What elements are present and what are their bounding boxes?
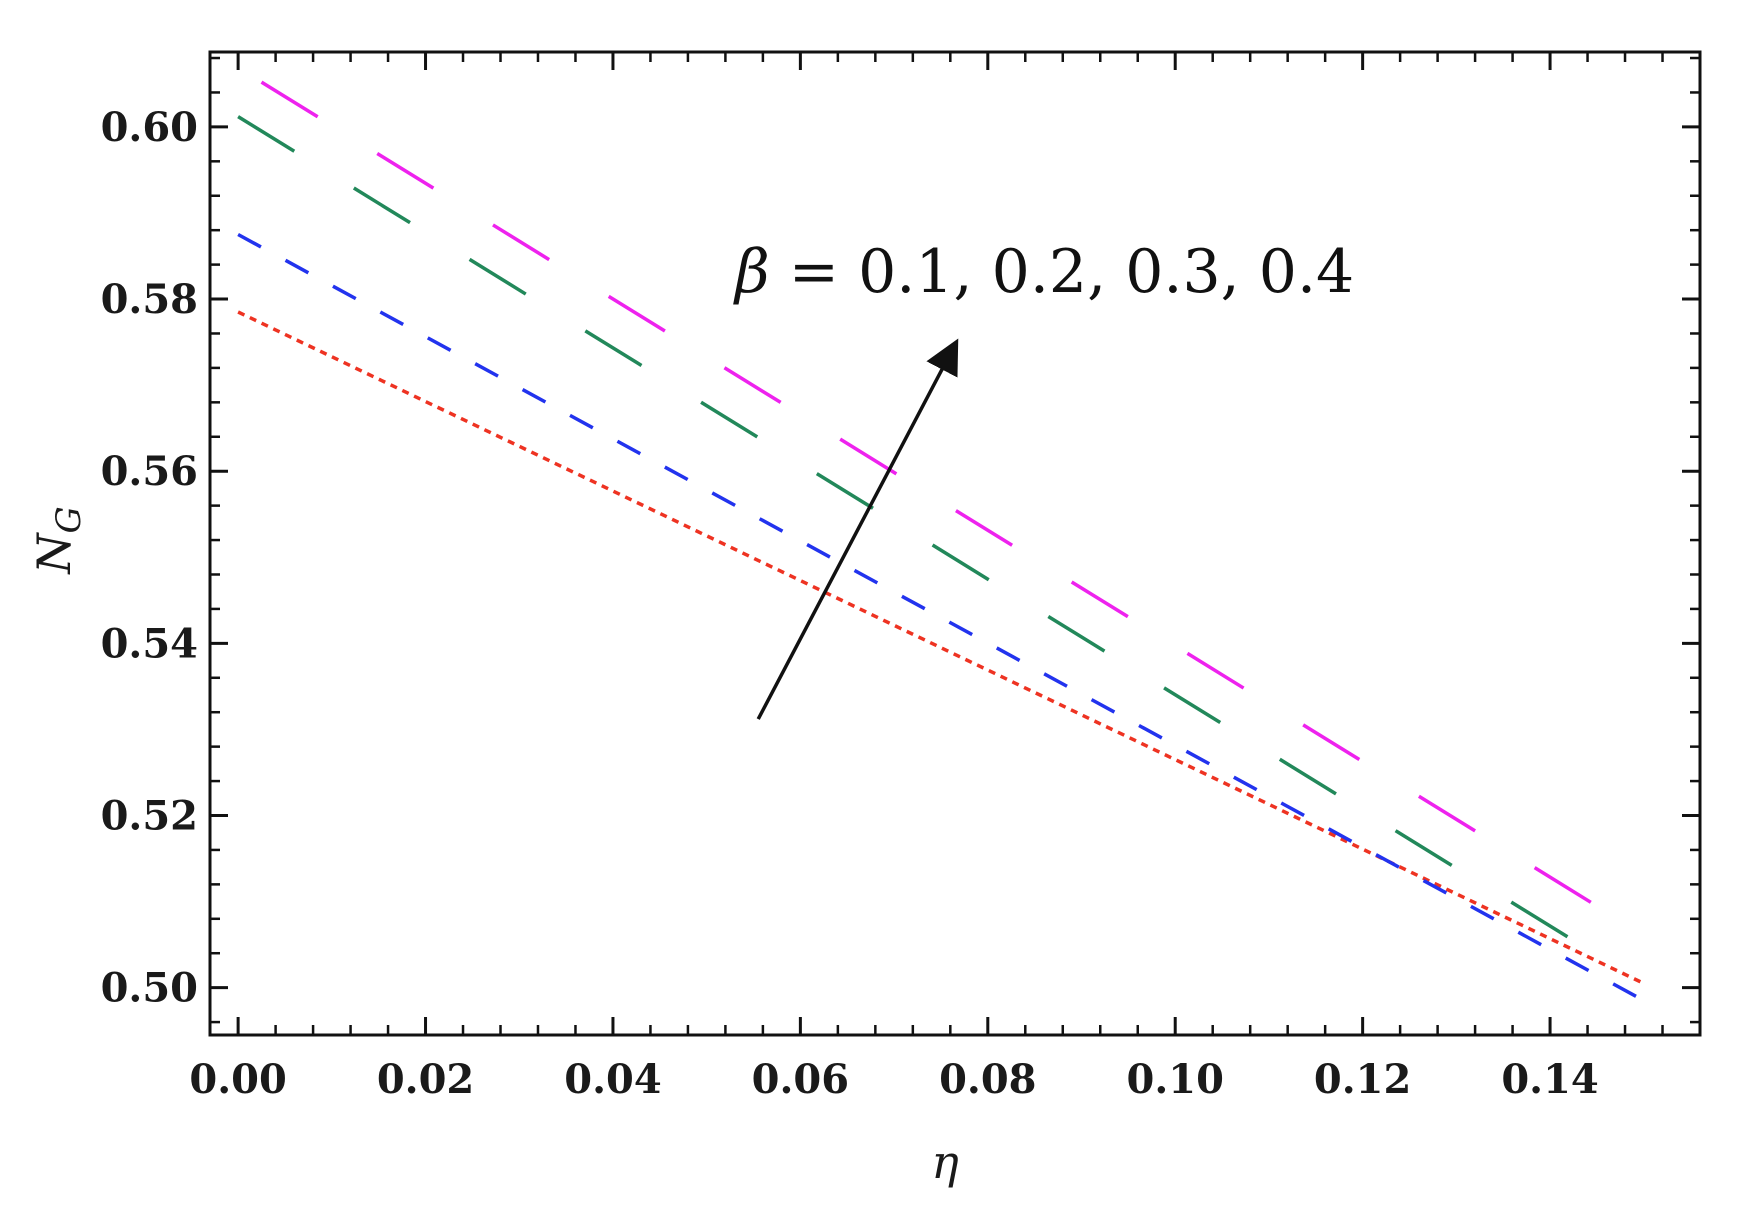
series-line-2 [237,232,1645,1003]
y-tick-label: 0.52 [101,793,198,840]
ticks-layer: 0.00 0.02 0.04 0.06 0.08 0.10 0.12 0.14 0.50 0.52… [101,52,1700,1103]
y-tick-label: 0.50 [101,965,198,1012]
y-axis-label-group: NG [27,506,89,574]
series-line-4 [260,80,1622,922]
x-tick-label: 0.14 [1501,1056,1598,1103]
annotation-layer [756,338,959,720]
x-tick-label: 0.04 [564,1056,661,1103]
svg-text:NG: NG [27,506,89,574]
x-tick-label: 0.12 [1314,1056,1411,1103]
y-axis-label-subscript: G [49,506,89,533]
beta-values: = 0.1, 0.2, 0.3, 0.4 [770,237,1355,307]
x-axis-label: η [931,1135,959,1189]
annotation-arrow [756,338,959,720]
x-tick-label: 0.02 [377,1056,474,1103]
y-axis-label: N [27,532,81,575]
x-tick-label: 0.06 [752,1056,849,1103]
x-tick-label: 0.00 [189,1056,286,1103]
x-tick-label: 0.08 [939,1056,1036,1103]
y-tick-label: 0.58 [101,276,198,323]
beta-annotation: β = 0.1, 0.2, 0.3, 0.4 [733,237,1354,307]
y-tick-label: 0.54 [101,620,198,667]
y-tick-label: 0.56 [101,448,198,495]
y-tick-label: 0.60 [101,104,198,151]
series-layer [237,80,1645,1003]
beta-symbol: β [733,237,770,307]
x-tick-label: 0.10 [1127,1056,1224,1103]
plot-frame [208,50,1702,1037]
series-line-1 [237,310,1645,985]
